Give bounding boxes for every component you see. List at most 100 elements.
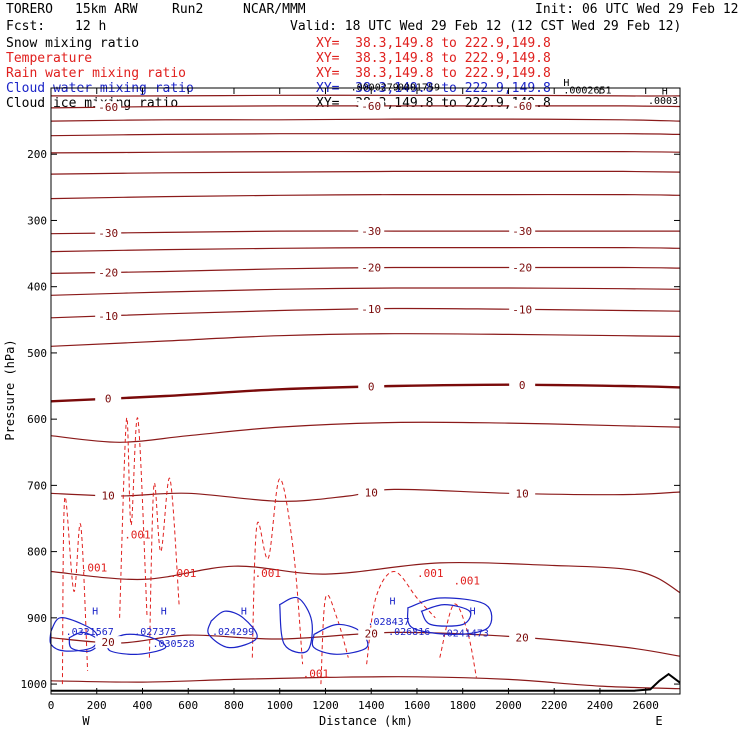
isotherm-label-bg	[95, 227, 122, 240]
model-resolution: 15km ARW	[75, 2, 138, 17]
x-tick-label: 600	[178, 699, 198, 712]
isotherm-label: -20	[98, 266, 118, 279]
isotherm-15	[50, 561, 681, 594]
isotherm-label: 0	[105, 393, 112, 406]
cloud-water-contour	[107, 633, 167, 655]
rain-contours	[61, 417, 477, 685]
model-run: Run2	[172, 2, 204, 17]
cloud-ice-max-marker: H	[563, 78, 569, 89]
isotherm-m15	[50, 287, 681, 296]
x-tick-label: 400	[133, 699, 153, 712]
plot-frame	[50, 87, 681, 695]
isotherm-m50	[50, 133, 681, 137]
isotherm-label-bg	[358, 486, 385, 499]
y-tick-label: 400	[27, 281, 47, 294]
isotherm-m60	[50, 105, 681, 109]
isotherm-m35	[50, 193, 681, 200]
y-tick-label: 900	[27, 612, 47, 625]
isotherm-label-bg	[358, 302, 385, 315]
model-name: TORERO	[6, 2, 53, 17]
isotherm-label-bg	[509, 487, 536, 500]
isotherm-label: -10	[361, 303, 381, 316]
cloud-water-label: .0321567	[66, 627, 114, 638]
isotherm-m30	[50, 230, 680, 235]
rain-label: .001	[454, 575, 481, 588]
valid-time: Valid: 18 UTC Wed 29 Feb 12 (12 CST Wed …	[290, 19, 682, 34]
isotherm-label-bg	[509, 378, 536, 391]
isotherm-label: 0	[368, 381, 375, 394]
cloud-water-label: .026816	[388, 627, 430, 638]
isotherm-label: -30	[361, 225, 381, 238]
x-tick-label: 2000	[495, 699, 522, 712]
isotherm-m20	[50, 266, 681, 274]
field-label-temperature: Temperature	[6, 51, 93, 66]
x-tick-label: 2200	[541, 699, 568, 712]
field-xy-rain: XY= 38.3,149.8 to 222.9,149.8	[316, 66, 551, 81]
forecast-label: Fcst:	[6, 19, 46, 34]
rain-label: .001	[255, 567, 281, 580]
isotherm-label: -30	[512, 225, 532, 238]
isotherm-label-bg	[509, 303, 536, 316]
isotherm-m45	[50, 150, 681, 154]
isotherm-m10	[50, 307, 681, 319]
isotherm-label: -60	[98, 101, 118, 114]
x-tick-label: 1600	[404, 699, 431, 712]
isotherm-m40	[50, 170, 681, 175]
isotherm-label-bg	[358, 99, 385, 112]
x-tick-label: 1400	[358, 699, 385, 712]
cloud-water-label: .0241473	[441, 628, 489, 639]
rain-label: .001	[81, 561, 108, 574]
rain-contour	[148, 478, 180, 658]
cloud-water-max-marker: H	[241, 607, 247, 618]
cloud-water-max-marker: H	[390, 597, 396, 608]
cloud-ice-label: .0003	[648, 96, 678, 107]
x-tick-label: 2600	[632, 699, 659, 712]
rain-contour	[119, 417, 148, 618]
isotherm-label-bg	[95, 636, 122, 649]
y-axis-title: Pressure (hPa)	[3, 339, 17, 440]
isotherm-label-bg	[95, 101, 122, 114]
isotherm-label-bg	[509, 225, 536, 238]
y-tick-label: 700	[27, 479, 47, 492]
field-xy-snow: XY= 38.3,149.8 to 222.9,149.8	[316, 36, 551, 51]
cloud-water-max-marker: H	[92, 607, 98, 618]
forecast-hour: 12 h	[75, 19, 107, 34]
rain-label: .001	[170, 567, 197, 580]
field-xy-temperature: XY= 38.3,149.8 to 222.9,149.8	[316, 51, 551, 66]
y-tick-label: 600	[27, 413, 47, 426]
cloud-water-contour	[420, 603, 472, 627]
y-tick-label: 800	[27, 546, 47, 559]
isotherm-label-bg	[95, 392, 122, 405]
isotherm-5	[50, 421, 681, 443]
isotherm-label: 20	[102, 636, 115, 649]
isotherm-label: -60	[361, 100, 381, 113]
cloud-ice-label: .0002651	[563, 85, 611, 96]
x-tick-label: 1800	[449, 699, 476, 712]
isotherm-label-bg	[358, 627, 385, 640]
contour-labels: -60 -60 -60 -30 -30 -30 -20 -20 -20 -10 -10 -10 0 0 0 1…	[66, 78, 678, 680]
isotherm-label-bg	[95, 489, 122, 502]
isotherm-0	[50, 383, 681, 403]
isotherm-m70	[50, 94, 681, 97]
isotherm-label-bg	[358, 380, 385, 393]
rain-contour	[439, 603, 477, 678]
y-tick-label: 1000	[21, 678, 48, 691]
cloud-water-contour	[406, 597, 493, 636]
cloud-water-contour	[279, 596, 313, 654]
x-tick-label: 0	[48, 699, 55, 712]
west-label: W	[82, 714, 90, 728]
cloud-ice-max-marker: H	[662, 87, 668, 98]
rain-contour	[320, 594, 349, 685]
y-tick-label: 500	[27, 347, 47, 360]
cloud-water-label: .028437	[368, 617, 410, 628]
x-tick-label: 800	[224, 699, 244, 712]
isotherm-label: 10	[365, 487, 378, 500]
rain-label: .001	[417, 567, 444, 580]
isotherm-label: -10	[512, 303, 532, 316]
cloud-water-contour	[207, 610, 258, 649]
rain-label: .001	[303, 667, 330, 680]
temperature-contours	[50, 94, 681, 690]
cloud-water-max-marker: H	[470, 607, 476, 618]
isotherm-label: 20	[516, 632, 529, 645]
